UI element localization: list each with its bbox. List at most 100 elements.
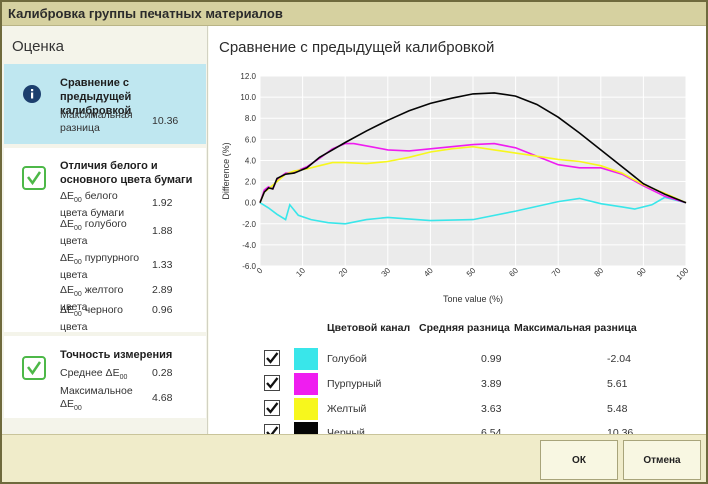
metric-label-text: ΔE	[60, 252, 75, 264]
y-tick-label: 4.0	[245, 156, 257, 165]
channel-row: Голубой 0.99 -2.04	[209, 348, 706, 372]
dialog-footer: ОК Отмена	[2, 434, 706, 482]
metric-label-subscript: 00	[74, 225, 82, 233]
metric-label-suffix: желтого цвета	[60, 284, 124, 314]
y-tick-label: 2.0	[245, 178, 257, 187]
info-icon	[22, 84, 42, 109]
sidebar-header: Оценка	[12, 38, 64, 55]
comparison-card[interactable]: Сравнение с предыдущей калибровкой Макси…	[4, 64, 206, 144]
y-axis-label: Difference (%)	[221, 142, 231, 199]
metric-label-subscript: 00	[74, 259, 82, 267]
measurement-accuracy-title: Точность измерения	[60, 349, 173, 361]
comparison-max-diff-label: Максимальная разница	[60, 109, 133, 134]
x-tick-label: 0	[255, 266, 265, 276]
metric-value: 1.88	[152, 225, 173, 237]
metric-label-subscript: 00	[74, 291, 82, 299]
x-tick-label: 70	[550, 266, 563, 279]
metric-label-text: ΔE	[60, 190, 75, 202]
channel-visibility-checkbox[interactable]	[264, 350, 280, 366]
channel-visibility-checkbox[interactable]	[264, 375, 280, 391]
channel-color-swatch	[294, 373, 318, 395]
y-tick-label: 12.0	[240, 72, 256, 81]
channel-max-diff: 5.61	[607, 378, 628, 390]
paper-white-diff-card[interactable]: Отличия белого и основного цвета бумаги …	[4, 148, 206, 334]
col-header-channel: Цветовой канал	[327, 322, 411, 334]
col-header-avg: Средняя разница	[419, 322, 510, 334]
metric-label: ΔE00 желтого цвета	[60, 284, 146, 314]
y-tick-label: -4.0	[242, 241, 256, 250]
paper-white-diff-title: Отличия белого и основного цвета бумаги	[60, 160, 193, 186]
metric-label-suffix: белого цвета бумаги	[60, 190, 125, 220]
metric-label-subscript: 00	[74, 197, 82, 205]
comparison-card-title: Сравнение с предыдущей калибровкой	[60, 77, 132, 117]
checkmark-icon	[266, 402, 279, 414]
metric-label-subscript: 00	[119, 374, 128, 382]
channel-color-swatch	[294, 348, 318, 370]
y-tick-label: -2.0	[242, 220, 256, 229]
x-tick-label: 90	[635, 266, 648, 279]
y-tick-label: 10.0	[240, 93, 256, 102]
channel-visibility-checkbox[interactable]	[264, 400, 280, 416]
x-axis-label: Tone value (%)	[443, 294, 503, 304]
metric-label-text: Максимальное ΔE	[60, 385, 133, 410]
y-tick-label: 0.0	[245, 199, 257, 208]
metric-label: Среднее ΔE00	[60, 367, 146, 384]
check-icon	[22, 356, 46, 385]
channel-max-diff: -2.04	[607, 353, 631, 365]
check-icon	[22, 166, 46, 195]
metric-label-text: ΔE	[60, 284, 75, 296]
comparison-max-diff-value: 10.36	[152, 115, 179, 127]
page-title: Сравнение с предыдущей калибровкой	[219, 39, 495, 56]
col-header-max: Максимальная разница	[514, 322, 637, 334]
x-tick-label: 30	[380, 266, 393, 279]
metric-label-subscript: 00	[74, 311, 82, 319]
channel-row: Пурпурный 3.89 5.61	[209, 373, 706, 397]
x-tick-label: 10	[294, 266, 307, 279]
channel-max-diff: 5.48	[607, 403, 628, 415]
metric-value: 2.89	[152, 284, 173, 296]
metric-label: Максимальное ΔE00	[60, 385, 146, 415]
metric-label: ΔE00 черного цвета	[60, 304, 146, 334]
metric-label-suffix: голубого цвета	[60, 218, 127, 248]
metric-value: 1.92	[152, 197, 173, 209]
y-tick-label: -6.0	[242, 262, 256, 271]
metric-label: ΔE00 белого цвета бумаги	[60, 190, 146, 220]
main-panel: Сравнение с предыдущей калибровкой 12.0 1…	[209, 26, 706, 444]
x-tick-label: 100	[675, 266, 691, 282]
evaluation-sidebar: Оценка Сравнение с предыдущей калибровко…	[2, 26, 208, 434]
ok-button[interactable]: ОК	[540, 440, 618, 480]
metric-label-text: ΔE	[60, 304, 75, 316]
channel-avg-diff: 0.99	[481, 353, 502, 365]
metric-value: 4.68	[152, 392, 173, 404]
checkmark-icon	[266, 352, 279, 364]
channel-name: Желтый	[327, 403, 367, 415]
window-title: Калибровка группы печатных материалов	[2, 2, 706, 26]
x-tick-label: 80	[593, 266, 606, 279]
cancel-button[interactable]: Отмена	[623, 440, 701, 480]
y-tick-label: 6.0	[245, 135, 257, 144]
metric-label-subscript: 00	[74, 405, 82, 413]
difference-chart: 12.0 10.0 8.0 6.0 4.0 2.0 0.0 -2.0 -4.0 -6.00 10 20…	[221, 72, 691, 304]
metric-label: ΔE00 пурпурного цвета	[60, 252, 146, 282]
series-line-Голубой	[259, 196, 687, 225]
channel-name: Пурпурный	[327, 378, 382, 390]
metric-label-suffix: пурпурного цвета	[60, 252, 140, 282]
channel-name: Голубой	[327, 353, 367, 365]
measurement-accuracy-card[interactable]: Точность измерения Среднее ΔE00 0.28 Макси…	[4, 336, 206, 418]
series-line-Черный	[259, 92, 687, 204]
x-tick-label: 50	[465, 266, 478, 279]
metric-value: 0.96	[152, 304, 173, 316]
x-tick-label: 20	[337, 266, 350, 279]
channel-color-swatch	[294, 398, 318, 420]
channel-row: Желтый 3.63 5.48	[209, 398, 706, 422]
y-tick-label: 8.0	[245, 114, 257, 123]
channel-avg-diff: 3.89	[481, 378, 502, 390]
metric-label-text: Среднее ΔE	[60, 367, 120, 379]
metric-value: 0.28	[152, 367, 173, 379]
metric-label-suffix: черного цвета	[60, 304, 123, 334]
metric-label: ΔE00 голубого цвета	[60, 218, 146, 248]
checkmark-icon	[266, 377, 279, 389]
x-tick-label: 60	[507, 266, 520, 279]
channel-avg-diff: 3.63	[481, 403, 502, 415]
